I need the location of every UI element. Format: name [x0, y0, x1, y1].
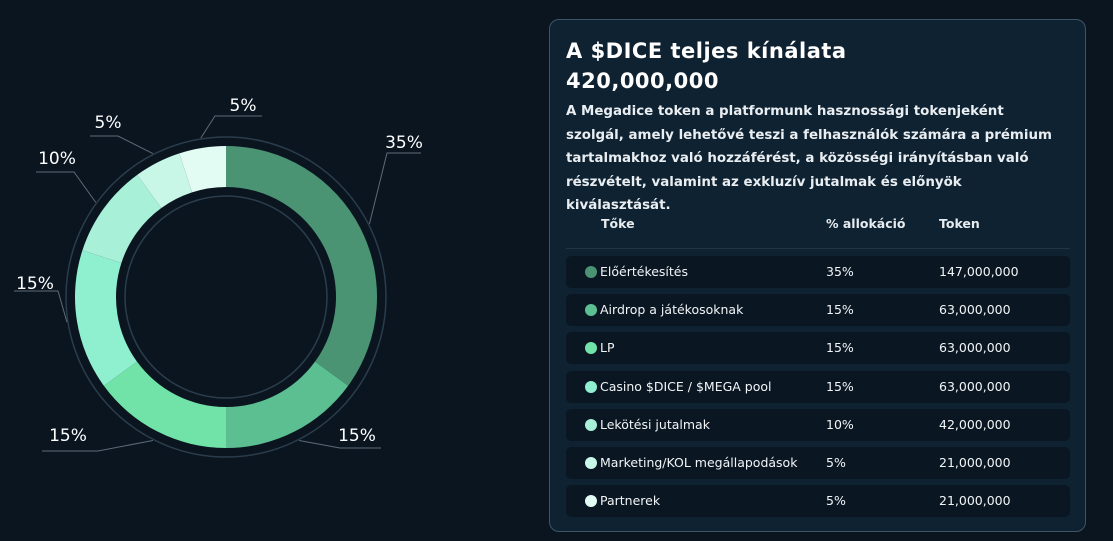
inner-ring — [124, 195, 328, 399]
slice-label: 15% — [16, 274, 54, 294]
leader-line — [42, 439, 154, 452]
donut-chart-svg: 35% 15% 15% 15% 10% 5% 5% — [14, 96, 423, 458]
legend-dot-icon — [585, 342, 597, 355]
row-pct: 5% — [826, 493, 846, 509]
panel-description: A Megadice token a platformunk hasznossá… — [566, 104, 1052, 213]
row-tokens: 63,000,000 — [939, 378, 1011, 394]
leader-line — [200, 115, 262, 139]
legend-dot-icon — [585, 304, 597, 317]
row-tokens: 63,000,000 — [939, 340, 1011, 356]
header-token: Token — [939, 216, 980, 231]
table-header: Tőke % allokáció Token — [566, 210, 1070, 249]
leader-line — [299, 439, 381, 449]
leader-line — [36, 171, 97, 203]
legend-dot-icon — [585, 495, 597, 508]
row-tokens: 42,000,000 — [939, 416, 1011, 432]
row-name: Előértékesítés — [600, 264, 689, 279]
slice-label: 10% — [38, 149, 76, 169]
row-pct: 15% — [826, 378, 854, 394]
legend-dot-icon — [585, 266, 597, 278]
table-row: Előértékesítés 35% 147,000,000 — [566, 256, 1070, 288]
row-name: Partnerek — [600, 493, 661, 509]
row-tokens: 63,000,000 — [939, 302, 1011, 318]
row-tokens: 21,000,000 — [939, 493, 1011, 509]
slice-label: 15% — [338, 426, 376, 446]
leader-line — [368, 152, 421, 225]
leader-line — [14, 290, 68, 323]
donut-slice — [137, 153, 193, 209]
slice-label: 5% — [230, 96, 257, 116]
table-row: LP 15% 63,000,000 — [566, 332, 1070, 365]
row-tokens: 147,000,000 — [939, 264, 1019, 279]
legend-dot-icon — [585, 380, 597, 393]
row-pct: 5% — [826, 454, 846, 470]
donut-slice — [179, 146, 226, 193]
donut-slice — [226, 361, 349, 448]
legend-dot-icon — [585, 418, 597, 431]
table-row: Airdrop a játékosoknak 15% 63,000,000 — [566, 294, 1070, 327]
header-allocation: % allokáció — [826, 216, 906, 231]
row-pct: 10% — [826, 416, 854, 432]
table-row: Marketing/KOL megállapodások 5% 21,000,0… — [566, 446, 1070, 479]
panel-title: A $DICE teljes kínálata — [566, 39, 847, 63]
row-name: Airdrop a játékosoknak — [600, 302, 744, 318]
donut-slice — [226, 146, 377, 386]
allocation-table: Előértékesítés 35% 147,000,000 Airdrop a… — [566, 256, 1070, 523]
row-name: Casino $DICE / $MEGA pool — [600, 378, 772, 394]
legend-dot-icon — [585, 456, 597, 469]
donut-slice — [103, 361, 226, 448]
row-tokens: 21,000,000 — [939, 454, 1011, 470]
row-pct: 35% — [826, 264, 854, 279]
donut-slice — [75, 250, 138, 386]
row-name: Marketing/KOL megállapodások — [600, 454, 798, 470]
slice-label: 35% — [385, 133, 423, 153]
total-supply: 420,000,000 — [566, 69, 719, 93]
row-name: Lekötési jutalmak — [600, 416, 710, 432]
table-row: Lekötési jutalmak 10% 42,000,000 — [566, 408, 1070, 441]
donut-chart: 35% 15% 15% 15% 10% 5% 5% — [0, 0, 540, 541]
leader-line — [90, 135, 154, 154]
table-row: Casino $DICE / $MEGA pool 15% 63,000,000 — [566, 370, 1070, 403]
row-pct: 15% — [826, 340, 854, 356]
row-name: LP — [600, 340, 615, 356]
table-row: Partnerek 5% 21,000,000 — [566, 485, 1070, 518]
row-pct: 15% — [826, 302, 854, 318]
supply-panel: A $DICE teljes kínálata 420,000,000 A Me… — [549, 19, 1086, 532]
outer-ring — [65, 136, 387, 458]
donut-slice — [82, 174, 162, 264]
slice-label: 15% — [49, 426, 87, 446]
slice-label: 5% — [95, 113, 122, 133]
header-capital: Tőke — [601, 216, 635, 231]
